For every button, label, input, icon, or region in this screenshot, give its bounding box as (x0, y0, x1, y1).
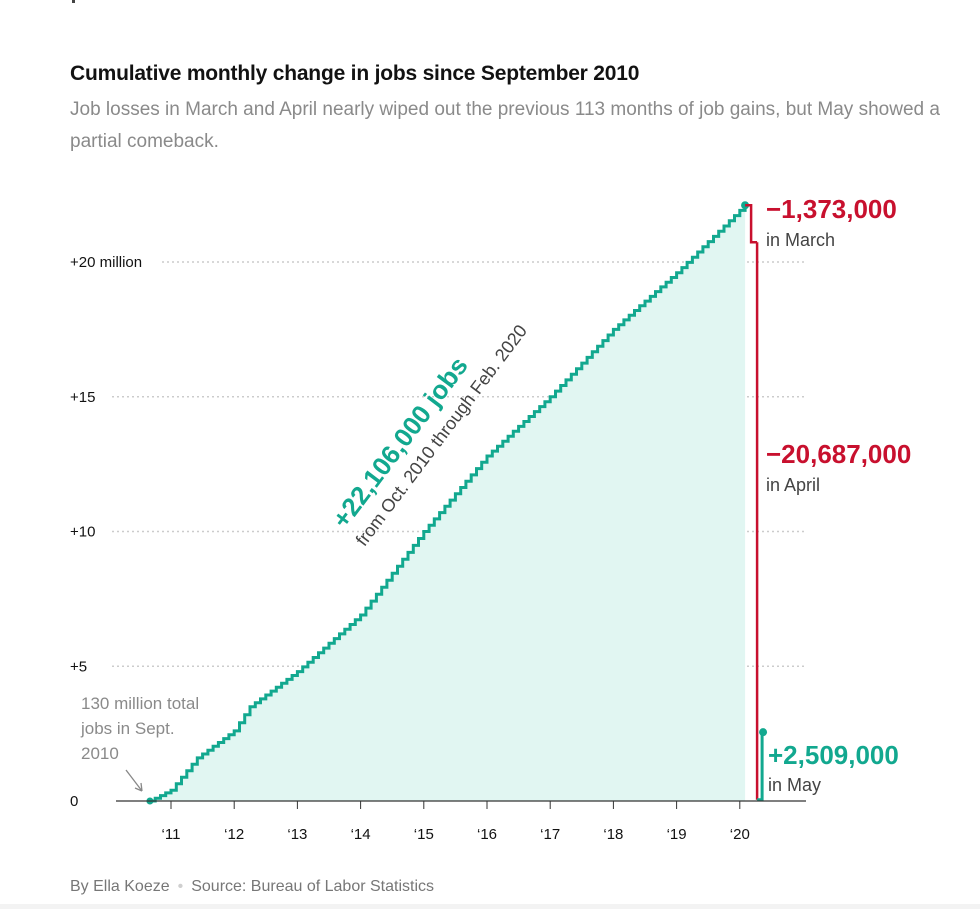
chart-title: Cumulative monthly change in jobs since … (70, 62, 640, 85)
x-tick-label: ‘16 (477, 826, 497, 843)
byline: By Ella Koeze (70, 878, 170, 895)
y-tick-label: +20 million (70, 254, 142, 271)
baseline-note-line-2: jobs in Sept. (80, 719, 175, 738)
y-tick-label: +15 (70, 389, 95, 406)
x-tick-label: ‘11 (162, 826, 181, 843)
x-axis: ‘11 ‘12 ‘13 ‘14 ‘15 ‘16 ‘17 ‘18 ‘19 ‘20 (116, 800, 806, 843)
series-peak-dot (741, 201, 750, 210)
x-tick-label: ‘12 (224, 826, 244, 843)
source-line: Source: Bureau of Labor Statistics (191, 878, 435, 895)
may-gain-line (757, 732, 764, 802)
x-tick-label: ‘13 (287, 826, 307, 843)
y-axis: 0 +5 +10 +15 +20 million (70, 254, 142, 810)
march-annotation: −1,373,000 in March (766, 194, 897, 250)
series-area (146, 201, 768, 805)
y-tick-label: +10 (70, 524, 95, 541)
y-tick-label: 0 (70, 793, 78, 810)
april-change-label: −20,687,000 (766, 439, 911, 469)
x-tick-label: ‘20 (730, 826, 750, 843)
may-change-sublabel: in May (768, 775, 821, 795)
march-change-sublabel: in March (766, 230, 835, 250)
chart-subtitle: Job losses in March and April nearly wip… (70, 99, 940, 152)
footer-separator: • (177, 878, 184, 895)
footer-strip (0, 904, 980, 909)
x-tick-label: ‘14 (351, 826, 371, 843)
x-tick-label: ‘18 (603, 826, 623, 843)
gain-area-fill (149, 205, 746, 801)
march-drop-line (745, 203, 758, 244)
may-end-dot (759, 728, 768, 737)
x-tick-label: ‘19 (667, 826, 687, 843)
gain-step-line (149, 205, 747, 803)
y-tick-label: +5 (70, 658, 87, 675)
x-tick-label: ‘17 (540, 826, 560, 843)
footer: By Ella Koeze • Source: Bureau of Labor St… (70, 878, 434, 896)
baseline-note-line-1: 130 million total (81, 694, 199, 713)
top-edge-mark (72, 0, 75, 3)
may-annotation: +2,509,000 in May (768, 740, 899, 795)
march-change-label: −1,373,000 (766, 194, 897, 224)
may-change-label: +2,509,000 (768, 740, 899, 770)
april-annotation: −20,687,000 in April (766, 439, 911, 495)
baseline-arrow-icon (125, 769, 143, 792)
baseline-note: 130 million total jobs in Sept. 2010 (80, 694, 199, 792)
april-change-sublabel: in April (766, 475, 820, 495)
x-tick-label: ‘15 (414, 826, 434, 843)
baseline-note-line-3: 2010 (81, 744, 119, 763)
